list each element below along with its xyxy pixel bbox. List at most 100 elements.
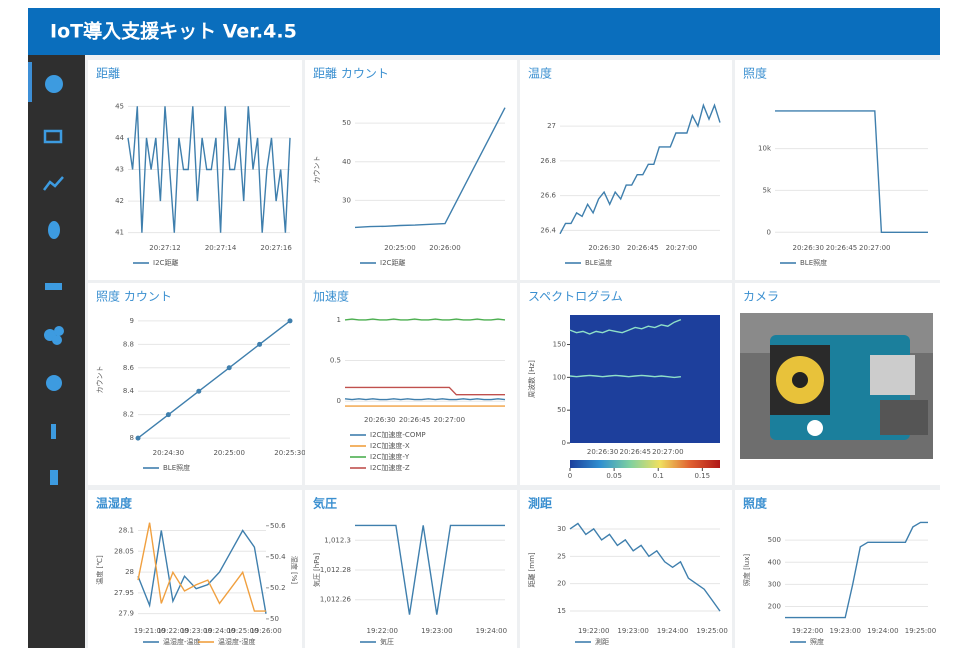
legend-label: I2C距離 bbox=[153, 258, 178, 267]
y-tick-label: 1,012.28 bbox=[320, 566, 351, 574]
y-tick-label: 30 bbox=[557, 525, 566, 533]
x-tick-label: 19:24:00 bbox=[867, 627, 898, 635]
y2-tick-label: 50.2 bbox=[270, 584, 286, 592]
legend-label: I2C加速度-COMP bbox=[370, 430, 426, 439]
x-tick-label: 20:27:00 bbox=[859, 244, 890, 252]
y-axis-label: 気圧 [hPa] bbox=[312, 553, 321, 588]
x-tick-label: 19:25:00 bbox=[905, 627, 936, 635]
panel-title: 温湿度 bbox=[96, 496, 132, 511]
icon-help[interactable] bbox=[50, 470, 58, 485]
y-tick-label: 500 bbox=[768, 536, 781, 544]
y-tick-label: 10k bbox=[758, 145, 772, 153]
x-tick-label: 20:25:30 bbox=[274, 449, 305, 457]
panel: 気圧1,012.261,012.281,012.3気圧 [hPa]19:22:0… bbox=[305, 490, 517, 648]
x-tick-label: 20:26:45 bbox=[399, 416, 430, 424]
y-tick-label: 8.8 bbox=[123, 340, 134, 348]
x-tick-label: 20:26:30 bbox=[588, 244, 619, 252]
colorbar-tick-label: 0.05 bbox=[606, 472, 622, 480]
connector bbox=[880, 400, 928, 435]
legend-label: BLE温度 bbox=[585, 258, 612, 267]
y-tick-label: 27.95 bbox=[114, 589, 134, 597]
x-tick-label: 19:26:00 bbox=[250, 627, 281, 635]
y-tick-label: 50 bbox=[342, 119, 351, 127]
y-tick-label: 26.8 bbox=[540, 157, 556, 165]
sidebar-active bbox=[28, 62, 32, 102]
panel-title: 距離 カウント bbox=[313, 67, 389, 81]
y-tick-label: 30 bbox=[342, 196, 351, 204]
panel-title: 気圧 bbox=[313, 496, 337, 511]
marker bbox=[196, 389, 201, 394]
marker bbox=[288, 318, 293, 323]
panel: 距離414243444520:27:1220:27:1420:27:16I2C距… bbox=[88, 60, 302, 280]
x-tick-label: 20:27:14 bbox=[205, 244, 237, 252]
y-tick-label: 0 bbox=[337, 397, 341, 405]
x-tick-label: 20:25:00 bbox=[213, 449, 244, 457]
x-tick-label: 20:26:45 bbox=[619, 448, 650, 456]
panel-title: 照度 bbox=[743, 496, 767, 511]
x-tick-label: 20:26:30 bbox=[793, 244, 824, 252]
camera-panel: カメラ bbox=[735, 283, 940, 485]
series-line bbox=[345, 319, 505, 320]
x-tick-label: 20:26:00 bbox=[429, 244, 460, 252]
x-tick-label: 20:27:16 bbox=[260, 244, 292, 252]
panel-title: 照度 カウント bbox=[96, 290, 172, 304]
series-line bbox=[345, 399, 505, 400]
legend-label: I2C距離 bbox=[380, 258, 405, 267]
panel-title: 照度 bbox=[743, 67, 767, 81]
y-tick-label: 26.4 bbox=[540, 226, 556, 234]
y-tick-label: 43 bbox=[115, 166, 124, 174]
x-tick-label: 20:26:30 bbox=[587, 448, 618, 456]
y-tick-label: 26.6 bbox=[540, 192, 556, 200]
icon-info[interactable] bbox=[51, 424, 56, 439]
marker bbox=[227, 365, 232, 370]
panel: 温度26.426.626.82720:26:3020:26:4520:27:00… bbox=[520, 60, 732, 280]
x-tick-label: 20:27:00 bbox=[434, 416, 465, 424]
y-tick-label: 28.05 bbox=[114, 547, 134, 555]
y-tick-label: 27.9 bbox=[118, 610, 134, 618]
y-tick-label: 8.6 bbox=[123, 364, 135, 372]
x-tick-label: 20:27:00 bbox=[666, 244, 697, 252]
y-tick-label: 200 bbox=[768, 603, 781, 611]
legend-label: 温湿度-温度 bbox=[163, 637, 201, 646]
y2-tick-label: 50.4 bbox=[270, 553, 286, 561]
x-tick-label: 19:23:00 bbox=[421, 627, 452, 635]
x-tick-label: 19:23:00 bbox=[617, 627, 648, 635]
x-tick-label: 20:24:30 bbox=[153, 449, 184, 457]
y-axis-label: 距離 [mm] bbox=[527, 552, 536, 588]
x-tick-label: 19:23:00 bbox=[829, 627, 860, 635]
y-axis-label: カウント bbox=[96, 366, 104, 394]
dashboard: IoT導入支援キット Ver.4.5 カメラ 距離414243444520:27… bbox=[0, 0, 955, 648]
panel-bg bbox=[520, 490, 732, 648]
panel-title: カメラ bbox=[743, 290, 779, 304]
x-tick-label: 19:24:00 bbox=[476, 627, 507, 635]
icon-dashboard[interactable] bbox=[45, 75, 63, 93]
panel-bg bbox=[88, 490, 302, 648]
y-tick-label: 28 bbox=[125, 568, 134, 576]
colorbar-tick-label: 0.15 bbox=[695, 472, 711, 480]
x-tick-label: 19:25:00 bbox=[696, 627, 727, 635]
icon-router[interactable] bbox=[45, 283, 62, 290]
y-axis-label: 照度 [lux] bbox=[742, 554, 751, 586]
usb-port bbox=[870, 355, 915, 395]
y-axis-label: カウント bbox=[313, 156, 321, 184]
icon-settings[interactable] bbox=[46, 375, 62, 391]
y-tick-label: 44 bbox=[115, 134, 124, 142]
y-tick-label: 45 bbox=[115, 102, 124, 110]
panel: 照度 カウント88.28.48.68.89カウント20:24:3020:25:0… bbox=[88, 283, 306, 485]
x-tick-label: 19:22:00 bbox=[578, 627, 609, 635]
y-tick-label: 40 bbox=[342, 158, 351, 166]
plot-bg bbox=[570, 315, 720, 443]
icon-bluetooth[interactable] bbox=[48, 221, 60, 239]
legend-label: I2C加速度-X bbox=[370, 441, 410, 450]
y-tick-label: 1,012.26 bbox=[320, 596, 352, 604]
y-tick-label: 8.2 bbox=[123, 411, 134, 419]
x-tick-label: 20:26:45 bbox=[627, 244, 658, 252]
y-tick-label: 50 bbox=[557, 406, 566, 414]
legend-label: 気圧 bbox=[380, 637, 394, 646]
panel: 距離 カウント304050カウント20:25:0020:26:00I2C距離 bbox=[305, 60, 517, 280]
panel-title: 測距 bbox=[528, 496, 552, 511]
